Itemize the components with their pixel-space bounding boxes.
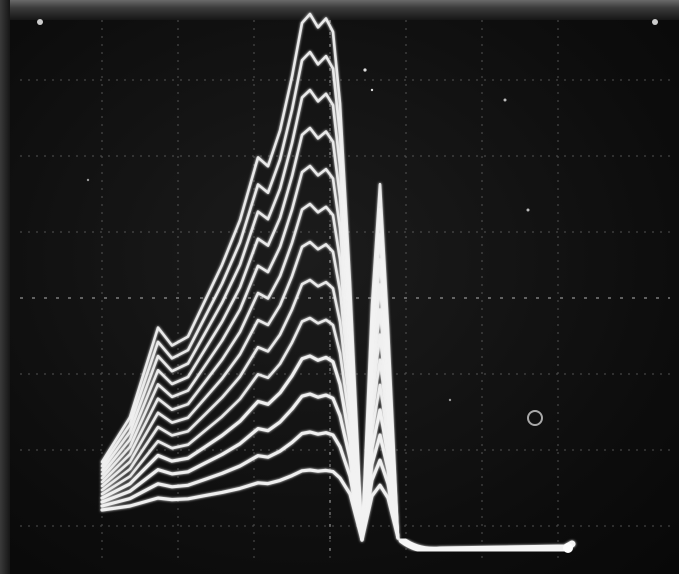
screen-speck [448, 398, 452, 402]
trace-end-dot [563, 543, 573, 553]
screen-bezel-left [0, 0, 10, 574]
screen-speck [527, 410, 543, 426]
scope-trace [100, 12, 400, 542]
screen-speck [370, 88, 374, 92]
trace-tail-baseline [398, 536, 576, 554]
trace-family [100, 12, 400, 542]
screen-bezel-top [0, 0, 679, 20]
screen-speck [37, 19, 43, 25]
screen-speck [86, 178, 90, 182]
screen-speck [652, 19, 658, 25]
screen-speck [363, 68, 367, 72]
screen-speck [503, 98, 507, 102]
screen-speck [526, 208, 530, 212]
